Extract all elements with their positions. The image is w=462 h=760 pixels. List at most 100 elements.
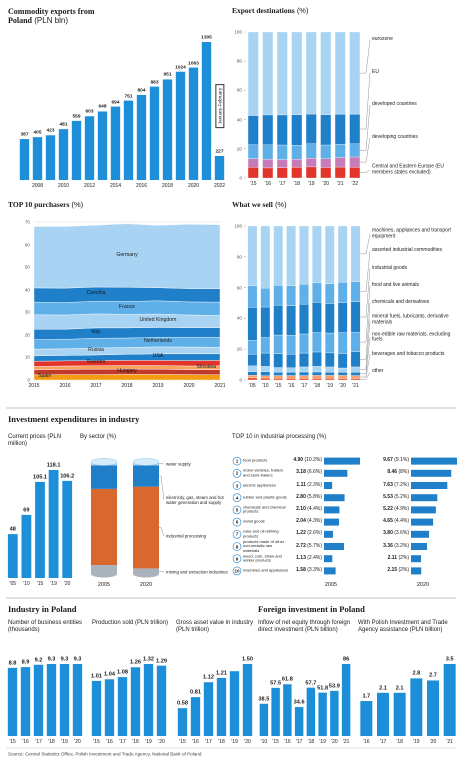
bar (411, 494, 438, 502)
share-text: (8%) (398, 469, 409, 476)
rank-badge (232, 542, 242, 551)
bar (411, 469, 452, 477)
bar (35, 481, 45, 578)
value-label: 1.21 (216, 670, 227, 677)
series-label: USA (152, 353, 164, 360)
bar (7, 667, 18, 736)
bar-segment (276, 31, 288, 116)
bar (177, 708, 188, 736)
x-tick-label: 2020 (183, 383, 195, 390)
x-tick-label: '19 (413, 739, 420, 746)
bar-segment (334, 143, 346, 158)
x-tick-label: 2005 (97, 581, 111, 588)
bar-segment (273, 353, 284, 368)
bar-segment (350, 371, 361, 376)
series-label: Netherlands (144, 338, 172, 345)
bar-segment (350, 281, 361, 302)
value-label: 1063 (188, 61, 199, 67)
bar (294, 707, 304, 736)
value-text: 1.13 (296, 554, 306, 561)
value-label: 9.2 (34, 657, 43, 664)
bar (411, 555, 422, 563)
share-text: (3.3%) (307, 567, 322, 574)
column-label: 2020 (416, 581, 430, 588)
bar (162, 79, 173, 180)
title-text: Production sold (92, 620, 134, 626)
value-label: 1305 (201, 35, 212, 41)
leader-line (159, 571, 165, 573)
cylinder-top (132, 458, 160, 466)
bar-segment (320, 31, 332, 115)
title-unit: (%) (316, 434, 327, 440)
series-label: United Kingdom (139, 316, 177, 323)
value-label: 9.3 (60, 656, 69, 663)
leader-line (360, 285, 371, 343)
share-text: (4.4%) (394, 518, 409, 525)
bar-segment (324, 303, 335, 334)
leader-line (360, 268, 371, 318)
bar (203, 682, 214, 736)
value-label: 4.90 (10.2%) (293, 457, 322, 464)
legend-label: chemicals and derivatives (372, 299, 430, 306)
value-label: 2.8 (412, 670, 421, 677)
bar-segment (305, 157, 317, 168)
bar-segment (312, 225, 322, 283)
legend-label: industrial processing (166, 533, 207, 539)
row-label: products made of other non-metallic raw … (243, 538, 285, 553)
value-label: 423 (46, 128, 55, 134)
value-label: 227 (215, 149, 224, 155)
leader-line (359, 72, 371, 130)
bar-segment (247, 377, 258, 381)
bar (283, 684, 292, 736)
legend-label: mineral fuels, lubricants, derivative ma… (372, 313, 449, 326)
value-label: 105.1 (33, 474, 47, 481)
value-text: 2.11 (387, 554, 398, 561)
value-text: 8.46 (387, 469, 398, 476)
bar-segment (273, 284, 284, 306)
value-text: 2.80 (296, 493, 306, 500)
bar (271, 687, 280, 736)
title-text: What we sell (232, 200, 273, 209)
bar-segment (337, 375, 348, 379)
bar (46, 664, 57, 736)
bar (58, 129, 69, 180)
x-tick-label: '17 (295, 739, 303, 746)
rank-badge (232, 481, 242, 490)
share-text: (7.2%) (394, 481, 409, 488)
bar-segment (262, 159, 274, 169)
value-label: 1.22 (2.6%) (296, 531, 322, 537)
bar (188, 67, 199, 180)
share-text: (2%) (398, 567, 409, 574)
bar-segment (291, 167, 303, 179)
bar-segment (291, 144, 303, 160)
bar (259, 703, 269, 736)
title-unit: (PLN billion) (305, 626, 338, 633)
value-label: 8.8 (8, 660, 17, 667)
value-label: 883 (150, 80, 159, 86)
bar-segment (350, 375, 361, 379)
legend-label: other (372, 368, 384, 375)
bar-segment (260, 306, 271, 338)
bar (318, 692, 327, 736)
leader-line (359, 39, 371, 74)
value-text: 2.72 (296, 542, 306, 549)
x-tick-label: '17 (379, 739, 387, 746)
title-text: Export destinations (232, 6, 295, 15)
bar-segment (305, 143, 317, 159)
bar (411, 457, 457, 465)
rank-badge (232, 529, 242, 539)
title-text: Number of business entities (8, 620, 83, 626)
x-tick-label: '05 (249, 383, 256, 390)
bar-segment (273, 375, 284, 379)
value-text: 3.80 (383, 530, 393, 537)
row-label: food products (243, 457, 268, 463)
legend-label: beverages and tobacco products (372, 350, 445, 357)
y-tick-label: 80 (236, 254, 242, 260)
value-label: 9.67 (9.1%) (383, 457, 409, 464)
bar-segment (299, 371, 309, 376)
title-text: Commodity exports from Poland (8, 7, 95, 26)
x-tick-label: '19 (326, 383, 334, 390)
value-text: 1.11 (296, 481, 306, 488)
bar-segment (350, 378, 361, 381)
x-tick-label: '18 (307, 739, 315, 746)
